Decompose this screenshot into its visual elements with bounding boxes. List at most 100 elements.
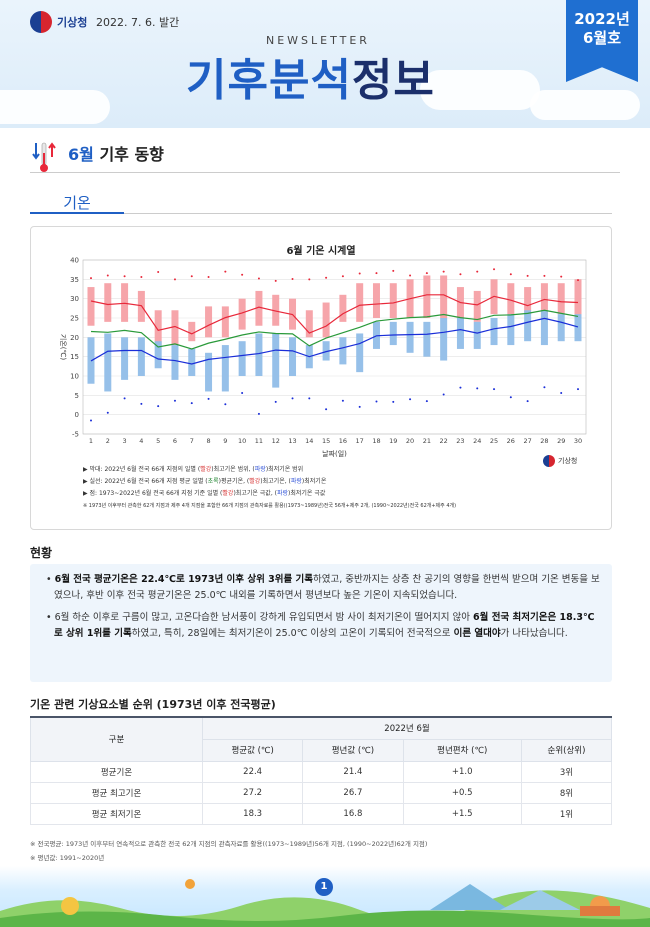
- y-tick-label: 15: [70, 353, 79, 361]
- x-tick-label: 12: [272, 437, 280, 445]
- range-bar: [356, 333, 364, 373]
- col-header: 평년편차 (℃): [402, 738, 522, 762]
- series-line: [90, 317, 579, 365]
- range-bar: [121, 337, 129, 380]
- x-tick-label: 18: [372, 437, 380, 445]
- range-bar: [440, 318, 448, 361]
- x-tick-label: 30: [574, 437, 582, 445]
- x-tick-label: 25: [490, 437, 498, 445]
- y-tick-label: 10: [70, 373, 79, 381]
- range-bar: [171, 310, 179, 346]
- extreme-point: [157, 405, 160, 408]
- table-cell: 16.8: [302, 802, 404, 825]
- extreme-point: [509, 396, 512, 399]
- x-tick-label: 3: [123, 437, 127, 445]
- x-axis-label: 날짜(일): [322, 449, 347, 458]
- extreme-point: [341, 399, 344, 402]
- x-tick-label: 4: [139, 437, 143, 445]
- table-cell: +1.5: [402, 802, 522, 825]
- extreme-point: [190, 275, 193, 278]
- extreme-point: [224, 270, 227, 273]
- tab-temperature[interactable]: 기온: [63, 194, 91, 212]
- extreme-point: [123, 275, 126, 278]
- range-bar: [255, 290, 263, 326]
- status-paragraph-2: • 6월 하순 이후로 구름이 많고, 고온다습한 남서풍이 강하게 유입되면서…: [46, 612, 595, 639]
- issue-year: 2022년: [574, 10, 630, 28]
- y-tick-label: 30: [70, 295, 79, 303]
- newsletter-header: 기상청 2022. 7. 6. 발간 NEWSLETTER 기후분석정보 202…: [0, 0, 650, 128]
- x-tick-label: 13: [288, 437, 296, 445]
- extreme-point: [409, 398, 412, 401]
- x-tick-label: 23: [456, 437, 464, 445]
- temperature-chart-panel: 6월 기온 시계열 -5 0 5 10 15 20 25 30 35 40 1 2 3 4 5 6 7 8 9 10 1…: [30, 226, 612, 530]
- extreme-point: [509, 273, 512, 276]
- table-row: 평균기온 22.4 21.4 +1.0 3위: [30, 760, 613, 783]
- table-cell: 21.4: [302, 760, 404, 783]
- title-suffix: 정보: [351, 55, 435, 106]
- range-bar: [305, 310, 313, 338]
- y-tick-label: 40: [70, 257, 79, 265]
- y-tick-label: 20: [70, 334, 79, 342]
- extreme-point: [173, 278, 176, 281]
- range-bar: [171, 345, 179, 380]
- tab-underline: [30, 212, 124, 214]
- table-cell: 8위: [520, 781, 613, 804]
- range-bar: [473, 290, 481, 322]
- range-bar: [322, 341, 330, 361]
- extreme-point: [341, 275, 344, 278]
- page-number: 1: [315, 878, 333, 896]
- range-bar: [238, 298, 246, 330]
- extreme-point: [308, 278, 311, 281]
- range-bar: [406, 321, 414, 353]
- extreme-point: [425, 400, 428, 403]
- kma-logo-text: 기상청: [558, 457, 578, 465]
- issue-month: 6월호: [582, 29, 622, 47]
- extreme-point: [375, 400, 378, 403]
- table-note-2: ※ 평년값: 1991~2020년: [30, 854, 105, 862]
- extreme-point: [207, 397, 210, 400]
- range-bar: [356, 283, 364, 322]
- table-note-1: ※ 전국평균: 1973년 이후부터 연속적으로 관측한 전국 62개 지점의 …: [30, 840, 428, 848]
- range-bar: [339, 337, 347, 365]
- range-bar: [339, 294, 347, 322]
- range-bar: [507, 314, 515, 346]
- table-row: 평균 최저기온 18.3 16.8 +1.5 1위: [30, 802, 613, 825]
- series-line: [90, 294, 579, 335]
- table-cell: 3위: [520, 760, 613, 783]
- y-tick-label: -5: [72, 431, 79, 439]
- range-bar: [221, 345, 229, 392]
- x-tick-label: 1: [89, 437, 93, 445]
- kma-chart-logo: 기상청: [543, 455, 577, 467]
- x-tick-label: 2: [106, 437, 110, 445]
- legend-lines: ▶ 실선: 2022년 6월 전국 66개 지점 평균 일별 (초록)평균기온,…: [83, 478, 327, 485]
- range-bar: [238, 341, 246, 376]
- extreme-point: [140, 402, 143, 405]
- col-header: 평균값 (℃): [201, 738, 304, 762]
- x-tick-label: 20: [406, 437, 414, 445]
- range-bar: [423, 321, 431, 357]
- extreme-point: [123, 397, 126, 400]
- y-tick-label: 25: [70, 315, 79, 323]
- legend-note: ※ 1973년 이후부터 관측한 62개 지점과 제주 4개 지점을 포함한 6…: [83, 503, 457, 509]
- status-summary: • 6월 전국 평균기온은 22.4℃로 1973년 이후 상위 3위를 기록하…: [30, 564, 612, 682]
- y-tick-label: 0: [75, 411, 79, 419]
- y-tick-label: 35: [70, 276, 79, 284]
- range-bar: [473, 321, 481, 349]
- col-period: 2022년 6월: [202, 716, 612, 740]
- range-bar: [490, 318, 498, 346]
- section-month: 6월: [68, 145, 94, 164]
- extreme-point: [325, 408, 328, 411]
- range-bar: [557, 283, 565, 315]
- range-bar: [104, 333, 112, 392]
- y-axis-label: 기온(℃): [59, 334, 68, 360]
- extreme-point: [493, 268, 496, 271]
- row-label: 평균 최저기온: [30, 802, 203, 825]
- extreme-point: [274, 400, 277, 403]
- range-bar: [389, 283, 397, 318]
- status-heading: 현황: [30, 546, 53, 560]
- range-bar: [104, 283, 112, 322]
- extreme-point: [425, 272, 428, 275]
- extreme-point: [157, 270, 160, 273]
- plot-frame: [82, 259, 587, 435]
- extreme-point: [493, 388, 496, 391]
